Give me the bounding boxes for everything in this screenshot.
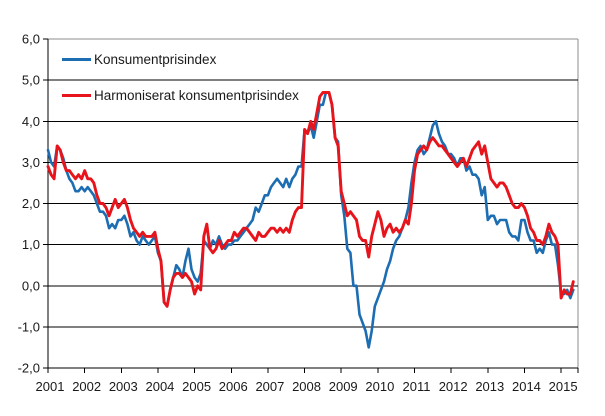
y-tick-label: 5,0 bbox=[22, 73, 40, 88]
series-line-kpi bbox=[46, 91, 575, 349]
x-tick-label: 2001 bbox=[36, 379, 65, 394]
y-tick-label: 2,0 bbox=[22, 196, 40, 211]
hicp-line-swatch bbox=[62, 94, 91, 97]
kpi-legend-label: Konsumentprisindex bbox=[94, 52, 217, 67]
x-tick-label: 2014 bbox=[512, 379, 541, 394]
hicp-legend-label: Harmoniserat konsumentprisindex bbox=[94, 88, 299, 103]
y-tick-label: -2,0 bbox=[18, 361, 40, 376]
y-tick-label: 4,0 bbox=[22, 114, 40, 129]
y-tick-label: 0,0 bbox=[22, 278, 40, 293]
series-line-hicp bbox=[46, 91, 575, 308]
y-tick-label: 3,0 bbox=[22, 155, 40, 170]
x-tick-label: 2008 bbox=[292, 379, 321, 394]
x-tick-label: 2005 bbox=[182, 379, 211, 394]
legend-entry-hicp: Harmoniserat konsumentprisindex bbox=[62, 88, 299, 103]
y-tick-label: 6,0 bbox=[22, 32, 40, 47]
x-tick-label: 2002 bbox=[72, 379, 101, 394]
legend: Konsumentprisindex Harmoniserat konsumen… bbox=[62, 52, 299, 103]
x-tick-label: 2011 bbox=[403, 379, 431, 394]
x-tick-label: 2003 bbox=[109, 379, 138, 394]
kpi-line-swatch bbox=[62, 58, 91, 61]
x-tick-label: 2013 bbox=[475, 379, 504, 394]
x-tick-label: 2012 bbox=[439, 379, 468, 394]
x-tick-label: 2004 bbox=[145, 379, 174, 394]
x-tick-label: 2010 bbox=[365, 379, 394, 394]
x-tick-label: 2015 bbox=[549, 379, 578, 394]
legend-entry-kpi: Konsumentprisindex bbox=[62, 52, 299, 67]
y-tick-label: 1,0 bbox=[22, 237, 40, 252]
x-tick-label: 2006 bbox=[219, 379, 248, 394]
x-tick-label: 2009 bbox=[329, 379, 358, 394]
y-tick-label: -1,0 bbox=[18, 319, 40, 334]
x-tick-label: 2007 bbox=[255, 379, 284, 394]
